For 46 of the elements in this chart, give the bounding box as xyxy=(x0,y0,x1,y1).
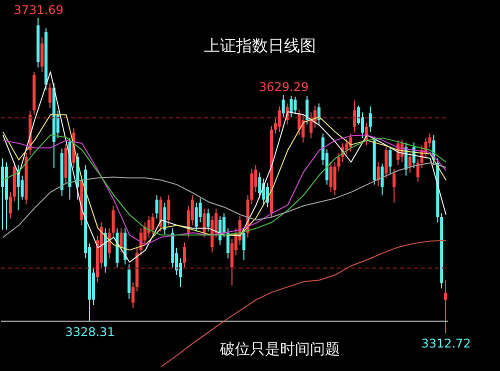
candlestick xyxy=(167,194,170,226)
candlestick xyxy=(242,228,246,260)
candlestick xyxy=(408,152,412,174)
candlestick xyxy=(226,228,230,259)
candlestick xyxy=(416,158,420,182)
candlestick xyxy=(1,158,4,230)
candlestick xyxy=(8,192,12,220)
candlestick xyxy=(376,162,380,187)
candlestick xyxy=(163,202,166,235)
text: 破位只是时间问题 xyxy=(219,340,341,359)
candlestick xyxy=(384,146,388,178)
annotation: 3731.69 xyxy=(14,3,64,17)
candlestick xyxy=(302,115,305,144)
candlestick xyxy=(368,106,372,133)
candlestick xyxy=(388,146,392,174)
candlestick xyxy=(40,36,44,72)
candlestick xyxy=(294,96,297,115)
candlestick xyxy=(353,100,356,133)
text: 上证指数日线图 xyxy=(203,36,317,57)
candlestick xyxy=(128,264,131,300)
candlestick xyxy=(155,194,158,220)
candlestick xyxy=(147,216,150,238)
candlestick xyxy=(392,168,396,204)
candlestick xyxy=(278,106,281,133)
candlestick xyxy=(258,172,262,199)
candlestick xyxy=(222,212,226,238)
annotation: 3312.72 xyxy=(421,336,471,351)
candlestick xyxy=(198,198,202,223)
candlestick xyxy=(202,208,206,238)
candlestick xyxy=(194,202,198,232)
candlestick xyxy=(48,82,52,108)
candlestick xyxy=(345,139,348,156)
annotation: 3629.29 xyxy=(259,80,309,94)
candlestick xyxy=(132,282,135,308)
candlestick xyxy=(206,208,210,232)
candlestick xyxy=(112,205,115,238)
candlestick xyxy=(151,212,154,235)
candlestick xyxy=(329,162,332,193)
annotation: 3328.31 xyxy=(65,324,115,339)
candlestick xyxy=(444,280,448,334)
candlestick xyxy=(282,94,285,118)
candlestick xyxy=(290,95,293,118)
candlestick xyxy=(380,163,384,196)
candlestick xyxy=(120,228,123,253)
candlestick xyxy=(182,242,186,268)
candlestick xyxy=(306,95,309,126)
